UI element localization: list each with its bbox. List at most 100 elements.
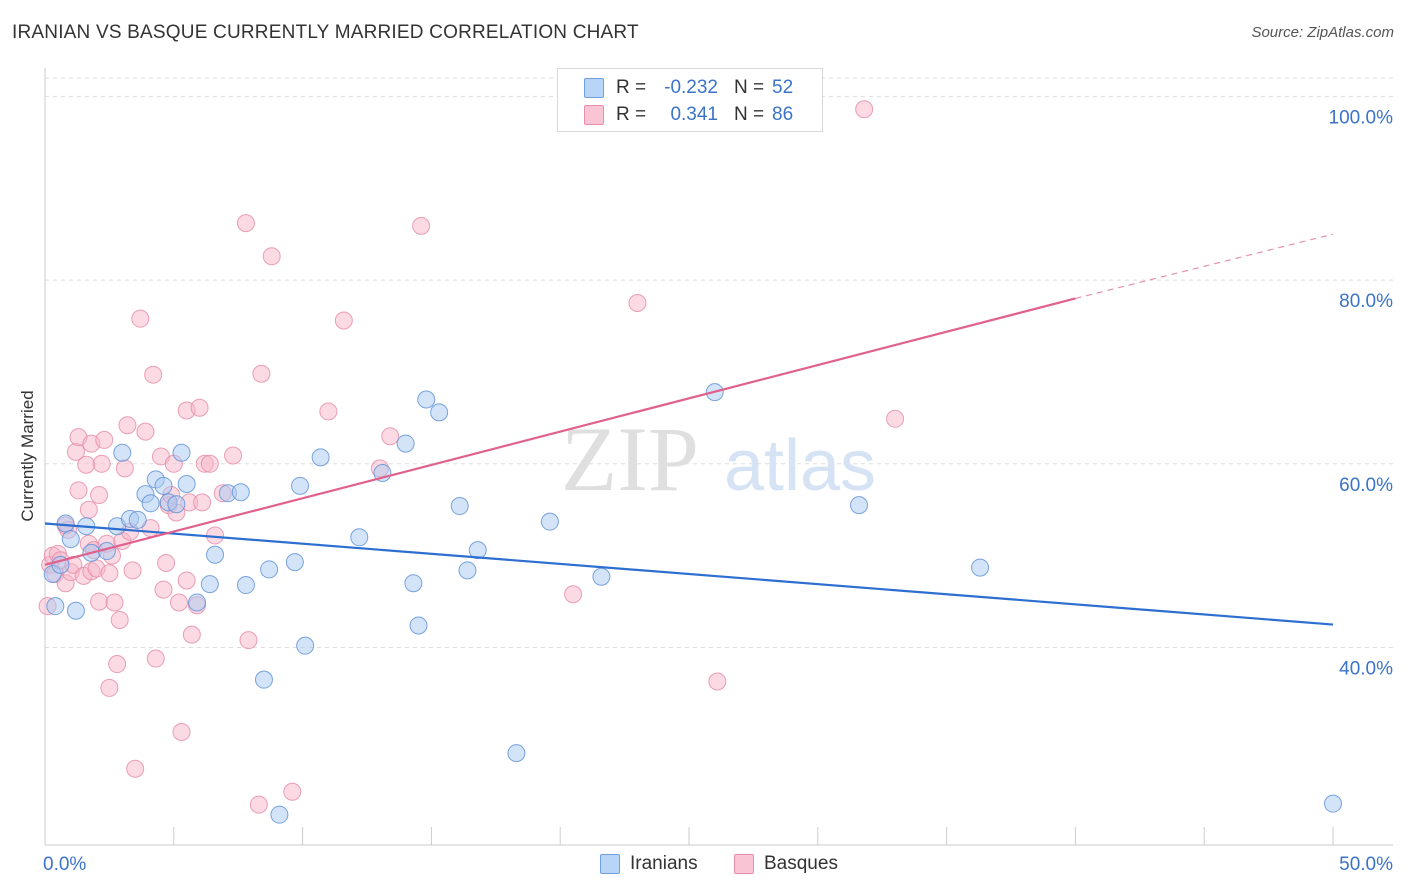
legend-n-value: 52 — [772, 77, 794, 98]
basque-point — [224, 446, 243, 465]
iranian-point — [66, 601, 85, 620]
iranian-point — [592, 567, 611, 586]
basque-point — [564, 585, 583, 604]
basque-trend-line — [44, 297, 1076, 566]
iranian-point — [350, 528, 369, 547]
iranian-point — [396, 434, 415, 453]
y-tick-label: 40.0% — [1339, 659, 1393, 680]
iranian-point — [507, 744, 526, 763]
basque-point — [100, 678, 119, 697]
basque-trend-extension — [1075, 233, 1334, 300]
iranian-point — [46, 597, 65, 616]
basque-point — [855, 100, 874, 119]
basque-point — [193, 493, 212, 512]
basque-point — [182, 625, 201, 644]
watermark-zip: ZIP — [561, 408, 699, 510]
iranian-point — [296, 636, 315, 655]
legend-n-label: N = — [734, 77, 765, 98]
iranian-point — [850, 496, 869, 515]
basque-point — [100, 564, 119, 583]
basque-point — [115, 459, 134, 478]
iranian-point — [468, 541, 487, 560]
basque-point — [236, 214, 255, 233]
iranian-point — [270, 805, 289, 824]
legend-n-label: N = — [734, 104, 765, 125]
bottom-legend-swatch-iranians — [600, 854, 620, 874]
basque-point — [628, 294, 647, 313]
watermark-atlas: atlas — [724, 426, 876, 506]
iranian-point — [167, 495, 186, 514]
bottom-legend-label-basques: Basques — [764, 853, 838, 874]
source-label: Source: ZipAtlas.com — [1251, 24, 1394, 41]
iranian-point — [404, 574, 423, 593]
axis-layer: 40.0% 60.0% 80.0% 100.0% 0.0% 50.0% — [43, 68, 1393, 875]
basque-point — [177, 571, 196, 590]
iranian-point — [417, 390, 436, 409]
iranian-point — [141, 494, 160, 513]
basque-point — [239, 631, 258, 650]
basque-point — [190, 398, 209, 417]
iranian-point — [56, 514, 75, 533]
iranian-point — [311, 448, 330, 467]
legend-row-basques: R = 0.341 N = 86 — [558, 100, 822, 128]
iranian-point — [430, 403, 449, 422]
basque-point — [262, 247, 281, 266]
basque-point — [77, 455, 96, 474]
basque-point — [252, 364, 271, 383]
legend-r-label: R = — [616, 104, 647, 125]
y-axis-label: Currently Married — [18, 390, 37, 521]
basque-point — [118, 416, 137, 435]
basque-point — [200, 454, 219, 473]
iranian-point — [128, 510, 147, 529]
basque-point — [172, 723, 191, 742]
basque-point — [108, 655, 127, 674]
basque-point — [105, 593, 124, 612]
basque-point — [69, 481, 88, 500]
iranian-point — [172, 443, 191, 462]
basque-point — [123, 561, 142, 580]
basque-point — [131, 309, 150, 328]
basque-point — [381, 427, 400, 446]
basque-point — [249, 795, 268, 814]
basque-point — [126, 759, 145, 778]
basque-point — [319, 402, 338, 421]
iranian-point — [61, 530, 80, 549]
x-tick-label: 50.0% — [1339, 854, 1393, 875]
legend-swatch-basques — [584, 105, 604, 125]
iranian-point — [231, 483, 250, 502]
basque-point — [169, 593, 188, 612]
iranian-trend-line — [44, 522, 1334, 626]
iranian-point — [1324, 794, 1342, 813]
basque-point — [157, 554, 176, 573]
basque-point — [144, 365, 163, 384]
basque-point — [412, 216, 431, 235]
iranian-point — [409, 616, 428, 635]
legend-swatch-iranians — [584, 78, 604, 98]
grid-layer — [45, 77, 1393, 649]
basque-point — [154, 580, 173, 599]
iranian-point — [450, 497, 469, 516]
y-tick-label: 80.0% — [1339, 291, 1393, 312]
iranian-point — [254, 670, 273, 689]
basque-point — [90, 592, 109, 611]
basque-point — [334, 311, 353, 330]
bottom-legend-label-iranians: Iranians — [630, 853, 698, 874]
basque-point — [136, 422, 155, 441]
iranian-point — [458, 561, 477, 580]
iranian-point — [285, 553, 304, 572]
iranian-point — [206, 545, 225, 564]
basque-point — [110, 610, 129, 629]
legend-box: R = -0.232 N = 52 R = 0.341 N = 86 — [557, 68, 823, 132]
watermark: ZIP atlas — [561, 408, 876, 510]
iranian-point — [291, 476, 310, 495]
iranian-point — [236, 576, 255, 595]
iranian-point — [154, 476, 173, 495]
iranian-point — [971, 558, 990, 577]
basque-point — [90, 486, 109, 505]
y-tick-label: 100.0% — [1329, 107, 1394, 128]
basque-point — [92, 454, 111, 473]
iranian-point — [113, 443, 132, 462]
iranian-point — [177, 475, 196, 494]
legend-n-value: 86 — [772, 104, 794, 125]
